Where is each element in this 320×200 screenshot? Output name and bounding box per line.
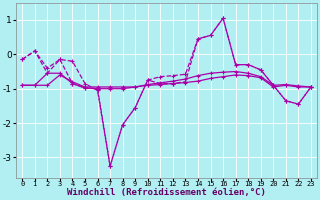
X-axis label: Windchill (Refroidissement éolien,°C): Windchill (Refroidissement éolien,°C) — [67, 188, 266, 197]
